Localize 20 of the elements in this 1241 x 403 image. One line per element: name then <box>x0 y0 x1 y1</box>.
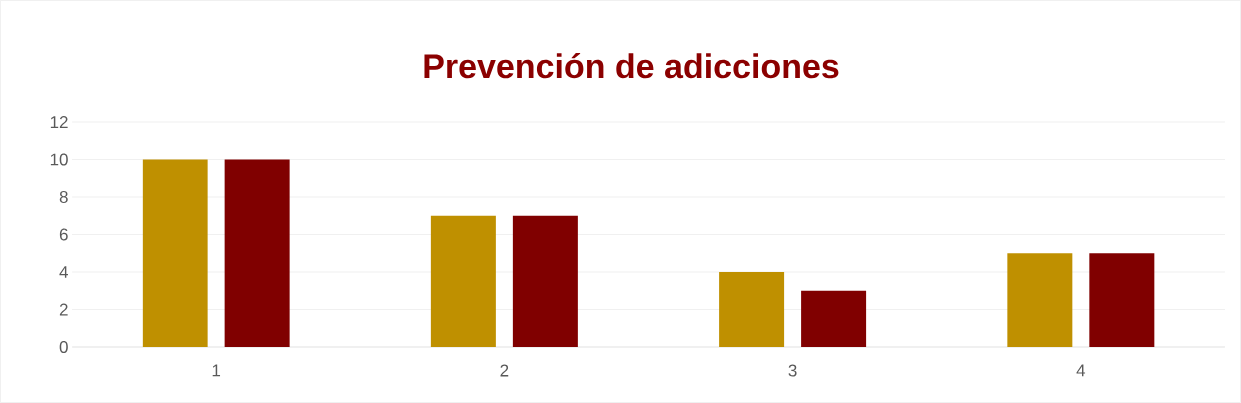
x-tick-label: 2 <box>500 364 509 377</box>
y-tick-label: 8 <box>59 190 68 204</box>
bar <box>1089 253 1155 347</box>
x-tick-label: 3 <box>788 364 797 377</box>
y-tick-label: 2 <box>59 303 68 316</box>
bar <box>142 159 208 347</box>
bar <box>801 290 867 347</box>
y-tick-label: 10 <box>50 153 68 166</box>
bar <box>1007 253 1073 347</box>
bar <box>512 215 578 347</box>
bar <box>430 215 496 347</box>
bar <box>719 271 785 347</box>
x-tick-label: 1 <box>212 364 221 377</box>
y-tick-label: 0 <box>59 340 68 354</box>
y-tick-label: 6 <box>59 228 68 241</box>
y-tick-label: 12 <box>50 116 68 128</box>
chart-title: Prevención de adicciones <box>424 53 839 79</box>
bar <box>224 159 290 347</box>
y-tick-label: 4 <box>59 266 68 278</box>
x-tick-label: 4 <box>1076 364 1086 377</box>
